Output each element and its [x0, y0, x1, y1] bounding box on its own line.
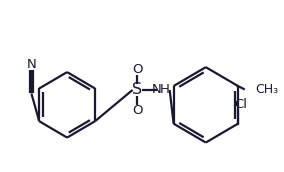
Text: N: N: [152, 83, 162, 96]
Text: O: O: [132, 63, 143, 76]
Text: S: S: [132, 82, 143, 98]
Text: CH₃: CH₃: [256, 83, 279, 96]
Text: N: N: [26, 58, 36, 71]
Text: Cl: Cl: [234, 98, 247, 111]
Text: H: H: [160, 83, 170, 96]
Text: O: O: [132, 104, 143, 117]
